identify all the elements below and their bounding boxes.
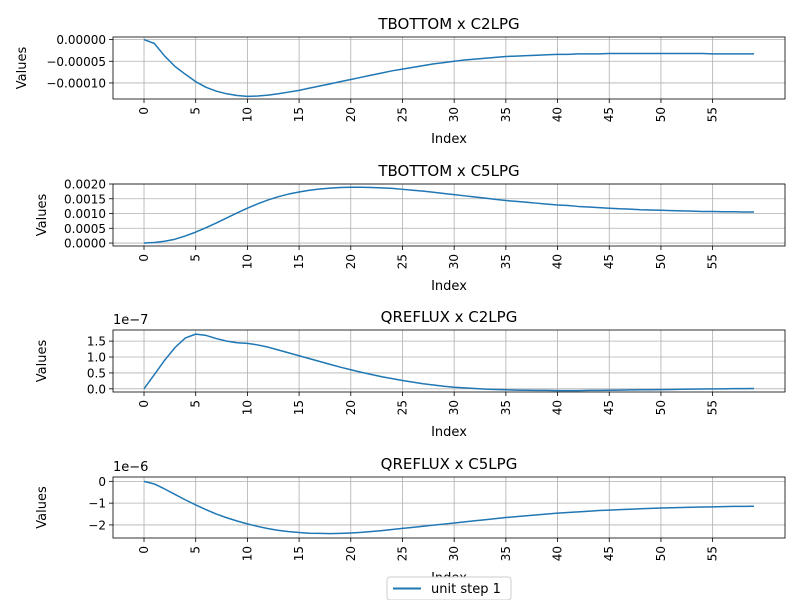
- y-tick-label: 0.0000: [64, 237, 106, 251]
- series-line: [143, 480, 754, 535]
- x-tick-label: 15: [292, 546, 306, 561]
- x-tick-label: 35: [499, 400, 513, 415]
- x-tick-label: 5: [189, 400, 203, 408]
- x-tick-label: 35: [499, 107, 513, 122]
- x-tick-label: 10: [240, 400, 254, 415]
- subplot-title: TBOTTOM x C5LPG: [377, 162, 519, 180]
- x-tick-label: 25: [395, 254, 409, 269]
- y-tick-label: −1: [88, 497, 106, 511]
- y-tick-label: 0.5: [87, 366, 106, 380]
- x-tick-label: 25: [395, 546, 409, 561]
- plot-frame: [112, 36, 786, 100]
- x-tick-label: 45: [602, 546, 616, 561]
- x-tick-label: 10: [240, 107, 254, 122]
- x-tick-label: 30: [447, 400, 461, 415]
- x-axis-label: Index: [431, 132, 467, 147]
- x-tick-label: 55: [706, 107, 720, 122]
- x-tick-label: 10: [240, 254, 254, 269]
- x-tick-label: 15: [292, 400, 306, 415]
- x-tick-label: 0: [137, 107, 151, 115]
- x-tick-label: 55: [706, 400, 720, 415]
- x-tick-label: 55: [706, 254, 720, 269]
- x-tick-label: 25: [395, 400, 409, 415]
- x-tick-label: 20: [344, 400, 358, 415]
- subplot-title: QREFLUX x C5LPG: [381, 455, 518, 473]
- series-line: [143, 186, 754, 244]
- y-tick-label: 0.0015: [64, 192, 106, 206]
- x-tick-label: 40: [551, 107, 565, 122]
- x-tick-label: 40: [551, 254, 565, 269]
- x-tick-label: 15: [292, 254, 306, 269]
- x-tick-label: 50: [654, 107, 668, 122]
- subplot-3: 0 5 10 15 20 25 30 35 40 45 50 55 0.0 0.51.0 1.5 QREFLU…: [35, 308, 786, 440]
- x-tick-label: 0: [137, 254, 151, 262]
- x-tick-label: 30: [447, 107, 461, 122]
- y-tick-label: 0.0020: [64, 178, 106, 192]
- plot-frame: [112, 329, 786, 393]
- legend-label: unit step 1: [431, 582, 501, 597]
- y-tick-label: −0.00005: [46, 55, 106, 69]
- subplot-title: QREFLUX x C2LPG: [381, 308, 518, 326]
- x-tick-label: 25: [395, 107, 409, 122]
- y-tick-label: −2: [88, 518, 106, 532]
- x-tick-label: 40: [551, 546, 565, 561]
- x-tick-label: 50: [654, 400, 668, 415]
- x-tick-label: 45: [602, 107, 616, 122]
- x-axis-label: Index: [431, 425, 467, 440]
- plot-frame: [112, 476, 786, 539]
- x-tick-label: 40: [551, 400, 565, 415]
- legend-frame: [386, 576, 512, 600]
- legend[interactable]: unit step 1: [386, 576, 512, 600]
- y-axis-label: Values: [35, 340, 50, 383]
- x-tick-label: 10: [240, 546, 254, 561]
- x-tick-label: 50: [654, 254, 668, 269]
- x-tick-label: 20: [344, 546, 358, 561]
- y-axis-label: Values: [15, 47, 30, 90]
- plot-frame: [112, 183, 786, 247]
- subplot-title: TBOTTOM x C2LPG: [377, 15, 519, 33]
- series-line: [143, 38, 754, 98]
- x-tick-label: 5: [189, 254, 203, 262]
- x-tick-label: 15: [292, 107, 306, 122]
- x-tick-label: 0: [137, 546, 151, 554]
- x-tick-label: 20: [344, 107, 358, 122]
- y-tick-label: 0.0005: [64, 222, 106, 236]
- x-tick-label: 30: [447, 546, 461, 561]
- subplot-2: 0 5 10 15 20 25 30 35 40 45 50 55 0.00000.00050.0010…: [35, 162, 786, 294]
- y-tick-label: 1.0: [87, 351, 106, 365]
- y-tick-label: 0.0010: [64, 207, 106, 221]
- subplot-1: 0 5 10 15 20 25 30 35 40 45 50 55 0.00000 −0.00005 −0.…: [15, 15, 786, 147]
- series-line: [143, 333, 754, 392]
- x-tick-label: 30: [447, 254, 461, 269]
- x-tick-label: 50: [654, 546, 668, 561]
- y-tick-label: −0.00010: [46, 76, 106, 90]
- x-tick-label: 45: [602, 254, 616, 269]
- x-tick-label: 20: [344, 254, 358, 269]
- x-tick-label: 35: [499, 546, 513, 561]
- x-tick-label: 45: [602, 400, 616, 415]
- y-tick-label: 0.0: [87, 382, 106, 396]
- x-tick-label: 5: [189, 107, 203, 115]
- y-tick-label: 1.5: [87, 335, 106, 349]
- y-tick-label: 0.00000: [56, 33, 106, 47]
- x-tick-label: 5: [189, 546, 203, 554]
- y-axis-label: Values: [35, 194, 50, 237]
- y-axis-offset-text: 1e−7: [113, 313, 148, 328]
- x-tick-label: 55: [706, 546, 720, 561]
- x-tick-label: 0: [137, 400, 151, 408]
- y-tick-label: 0: [98, 475, 106, 489]
- y-axis-label: Values: [35, 486, 50, 529]
- x-axis-label: Index: [431, 279, 467, 294]
- x-tick-label: 35: [499, 254, 513, 269]
- y-axis-offset-text: 1e−6: [113, 460, 148, 475]
